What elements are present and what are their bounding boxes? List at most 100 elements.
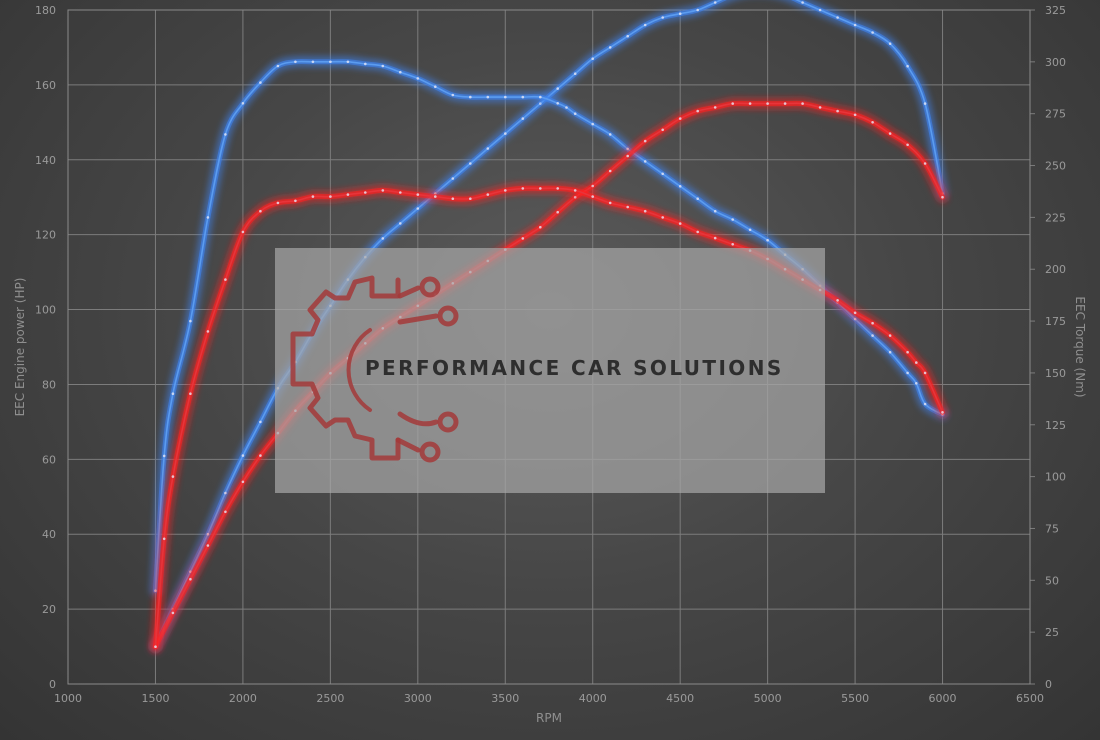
blue-torque-curve-point	[329, 60, 332, 64]
y-right-tick-label: 225	[1045, 211, 1066, 224]
x-tick-label: 5000	[754, 692, 782, 705]
red-torque-curve-point	[836, 299, 839, 302]
blue-power-curve-point	[906, 64, 909, 68]
gear-circuit-logo-icon	[290, 275, 459, 463]
blue-torque-curve-point	[381, 64, 385, 68]
watermark-text: PERFORMANCE CAR SOLUTIONS	[365, 356, 784, 380]
blue-torque-curve-point	[923, 402, 927, 406]
red-power-curve-point	[783, 102, 787, 105]
red-torque-curve-point	[469, 197, 472, 200]
blue-torque-curve-point	[731, 218, 734, 221]
red-power-curve-point	[731, 102, 734, 105]
blue-torque-curve-point	[766, 238, 769, 242]
blue-power-curve-point	[241, 454, 245, 457]
red-power-curve-point	[643, 139, 647, 143]
blue-torque-curve-point	[346, 60, 350, 64]
red-torque-curve-point	[915, 361, 918, 364]
y-left-tick-label: 40	[42, 528, 56, 541]
y-left-tick-label: 20	[42, 603, 56, 616]
x-tick-label: 3500	[491, 692, 519, 705]
y-right-tick-label: 275	[1045, 108, 1066, 121]
y-left-axis-title: EEC Engine power (HP)	[13, 278, 27, 417]
red-torque-curve-point	[871, 321, 874, 325]
red-torque-curve-point	[608, 201, 612, 205]
blue-torque-curve-point	[224, 133, 227, 136]
y-right-tick-label: 25	[1045, 626, 1059, 639]
red-power-curve-point	[573, 195, 577, 199]
x-tick-label: 2500	[316, 692, 344, 705]
blue-torque-curve-point	[276, 64, 280, 68]
red-torque-curve-point	[713, 236, 717, 240]
blue-torque-curve-point	[521, 95, 525, 99]
blue-power-curve-point	[871, 31, 874, 34]
red-torque-curve-point	[241, 230, 245, 234]
blue-torque-curve-point	[573, 112, 577, 115]
red-torque-curve-point	[941, 411, 944, 414]
blue-power-curve-point	[801, 1, 804, 4]
blue-torque-curve-point	[311, 60, 315, 64]
blue-power-curve-point	[399, 222, 402, 225]
red-power-curve-point	[259, 454, 262, 457]
x-tick-label: 6000	[929, 692, 957, 705]
blue-power-curve-point	[608, 46, 612, 49]
red-torque-curve-point	[434, 195, 437, 198]
red-torque-curve-point	[504, 189, 507, 192]
blue-torque-curve-point	[591, 122, 594, 126]
red-torque-curve-point	[259, 209, 262, 213]
blue-power-curve-point	[504, 132, 507, 135]
blue-torque-curve-point	[888, 350, 892, 354]
red-torque-curve-point	[626, 205, 629, 209]
blue-torque-curve-point	[399, 70, 402, 74]
red-torque-curve-point	[661, 216, 664, 219]
x-tick-label: 2000	[229, 692, 257, 705]
red-power-curve-point	[871, 121, 874, 124]
blue-power-curve-point	[556, 87, 559, 90]
red-power-curve-point	[608, 169, 612, 173]
blue-power-curve-point	[818, 8, 822, 12]
red-torque-curve-point	[416, 193, 420, 196]
blue-power-curve-point	[853, 23, 857, 27]
x-tick-label: 3000	[404, 692, 432, 705]
y-right-tick-label: 175	[1045, 315, 1066, 328]
red-power-curve-point	[696, 109, 699, 113]
blue-torque-curve-point	[241, 102, 245, 105]
blue-torque-curve-point	[259, 81, 262, 84]
blue-torque-curve-point	[661, 172, 664, 176]
blue-torque-curve-point	[556, 102, 559, 105]
x-tick-label: 6500	[1016, 692, 1044, 705]
red-power-curve-point	[906, 143, 909, 147]
blue-torque-curve-point	[434, 85, 437, 88]
red-torque-curve-point	[381, 189, 385, 192]
red-torque-curve-point	[888, 334, 892, 337]
blue-power-curve-point	[923, 102, 927, 105]
y-right-tick-label: 250	[1045, 160, 1066, 173]
y-left-tick-label: 120	[35, 229, 56, 242]
x-tick-label: 4000	[579, 692, 607, 705]
red-power-curve-point	[801, 102, 804, 105]
red-torque-curve-point	[189, 392, 192, 396]
blue-power-curve-point	[643, 23, 647, 27]
blue-torque-curve-point	[469, 95, 472, 99]
y-right-tick-label: 75	[1045, 522, 1059, 535]
red-torque-curve-point	[162, 537, 166, 541]
red-torque-curve-point	[539, 187, 542, 190]
blue-power-curve-point	[381, 237, 385, 240]
red-power-curve-point	[836, 109, 839, 113]
red-power-curve-point	[171, 611, 175, 615]
y-left-tick-label: 180	[35, 4, 56, 17]
red-torque-curve-point	[521, 187, 525, 190]
blue-power-curve-point	[416, 207, 420, 210]
red-power-curve-point	[713, 106, 717, 109]
blue-power-curve-point	[486, 147, 490, 150]
red-torque-curve-point	[906, 350, 909, 354]
red-torque-curve-point	[643, 209, 647, 213]
red-torque-curve-point	[154, 645, 157, 648]
y-left-tick-label: 60	[42, 453, 56, 466]
red-torque-curve-point	[853, 311, 857, 315]
blue-torque-curve-point	[486, 95, 490, 99]
red-power-curve-point	[748, 102, 752, 105]
red-power-curve-point	[678, 117, 682, 120]
